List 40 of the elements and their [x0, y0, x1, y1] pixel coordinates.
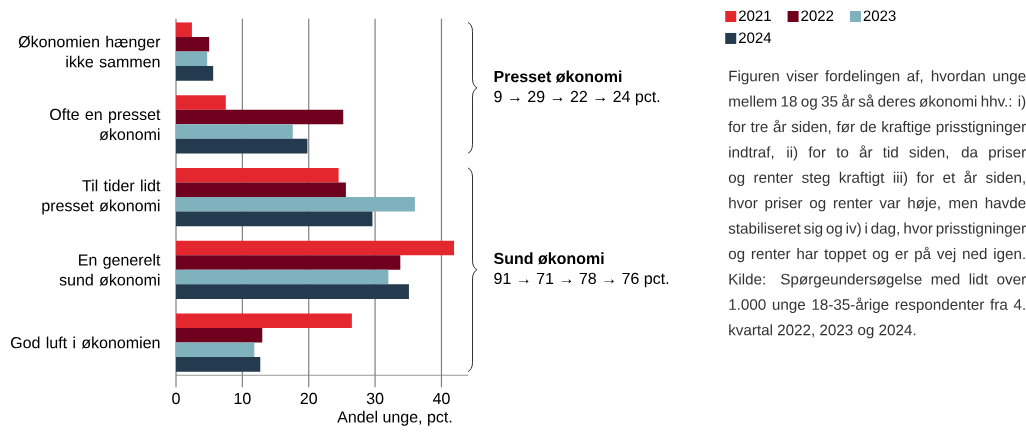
y-tick-label: God luft i økonomien [11, 336, 160, 349]
y-tick-label: En generelt sund økonomi [59, 253, 161, 286]
legend-label: 2023 [863, 10, 896, 22]
bar [176, 342, 255, 358]
bar [176, 95, 226, 110]
bar [176, 313, 352, 328]
text: Sund økonomi [493, 252, 604, 265]
y-tick-label: Til tider lidt presset økonomi [42, 179, 161, 215]
text: 91 → 71 → 78 → 76 pct. [494, 272, 669, 288]
text: Figuren viser fordelingen af, hvordan unge mellem 18 og 35 år så deres økonomi hhv.: i) for tre år siden, før de kraftige prisstigninger indtraf, ii) for to år tid siden, da priser og renter steg kraftigt iii) for et år siden, hvor priser og renter var høje, men havde stabiliseret sig og iv) i dag, hvor prisstigninger og renter har toppet og er på vej ned igen. Kilde: Spørgeundersøgelse med lidt over 1.000 unge 18-35-årige respondenter fra 4. kvartal 2022, 2023 og 2024. [728, 70, 1026, 339]
x-tick-label: 40 [432, 392, 450, 405]
bar [176, 240, 455, 256]
bar [176, 327, 263, 343]
bar [176, 138, 308, 154]
legend-label: 2021 [738, 10, 771, 22]
x-tick-label: 0 [172, 392, 180, 405]
x-tick-label: 10 [234, 392, 251, 405]
bar [176, 51, 208, 67]
bar [176, 167, 339, 183]
bar [176, 36, 210, 52]
legend-label: 2022 [801, 10, 834, 22]
bar [176, 211, 373, 227]
bar [176, 357, 261, 372]
y-tick-label: Ofte en presset økonomi [50, 108, 161, 141]
text: Presset økonomi [494, 70, 622, 83]
x-tick-label: 30 [366, 392, 384, 405]
bar [176, 284, 409, 299]
bar [176, 182, 346, 198]
bar [176, 66, 214, 81]
y-tick-label: Økonomien hænger ikke sammen [18, 35, 161, 68]
bar [176, 197, 415, 212]
legend-label: 2024 [738, 32, 772, 44]
bar [176, 269, 389, 285]
text: 9 → 29 → 22 → 24 pct. [494, 90, 660, 106]
bar [176, 109, 344, 125]
bar [176, 124, 293, 139]
x-tick-label: 20 [300, 392, 318, 405]
x-axis-title: Andel unge, pct. [337, 410, 452, 426]
bar [176, 22, 192, 37]
bar [176, 255, 401, 270]
